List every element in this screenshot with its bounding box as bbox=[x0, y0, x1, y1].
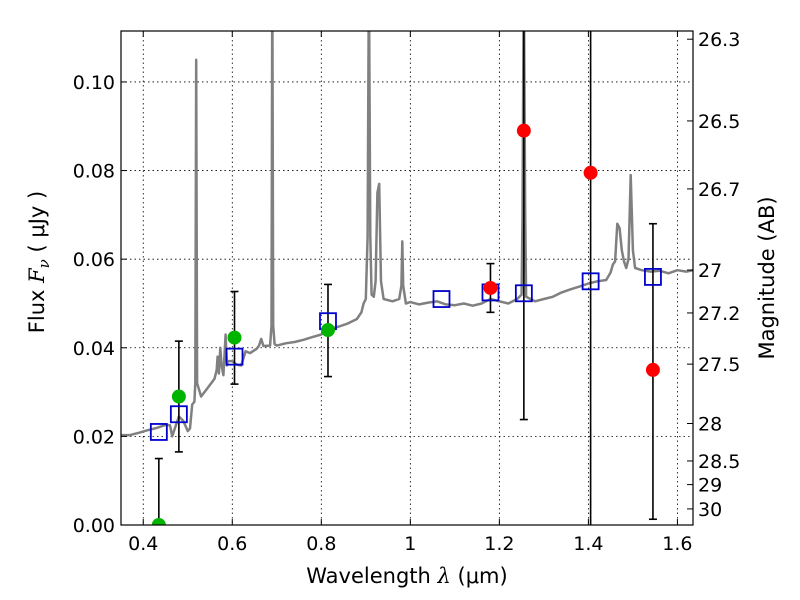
x-tick-label: 1 bbox=[404, 533, 416, 555]
x-axis-title: Wavelength λ (μm) bbox=[306, 564, 507, 588]
right-tick-label: 26.3 bbox=[698, 29, 740, 51]
right-tick-label: 26.7 bbox=[698, 179, 740, 201]
x-tick-label: 0.4 bbox=[128, 533, 158, 555]
y-axis-title-symbol: F bbox=[25, 267, 49, 284]
right-tick-label: 27.5 bbox=[698, 354, 740, 376]
x-axis-ticks: 0.4 0.6 0.8 1 1.2 1.4 1.6 bbox=[128, 31, 693, 555]
x-axis-title-prefix: Wavelength bbox=[306, 564, 437, 588]
right-tick-label: 26.5 bbox=[698, 111, 740, 133]
red-point bbox=[583, 165, 598, 180]
model-square bbox=[514, 284, 533, 303]
photometry-points bbox=[151, 123, 660, 525]
right-tick-label: 28 bbox=[698, 414, 722, 436]
model-square bbox=[581, 272, 600, 291]
y-axis-ticks: 0.00 0.02 0.04 0.06 0.08 0.10 bbox=[73, 72, 127, 537]
green-point bbox=[227, 330, 242, 345]
x-tick-label: 1.6 bbox=[662, 533, 692, 555]
y-axis-title: Flux Fν ( μJy ) bbox=[25, 191, 53, 333]
red-point bbox=[516, 123, 531, 138]
y-axis-title-subscript: ν bbox=[35, 259, 53, 268]
x-tick-label: 1.4 bbox=[573, 533, 603, 555]
right-tick-label: 27 bbox=[698, 260, 722, 282]
x-axis-title-unit: (μm) bbox=[451, 564, 508, 588]
right-tick-label: 29 bbox=[698, 475, 722, 497]
y-axis-title-unit: ( μJy ) bbox=[25, 191, 49, 259]
x-tick-label: 1.2 bbox=[484, 533, 514, 555]
model-square bbox=[644, 267, 662, 286]
model-square bbox=[149, 423, 168, 441]
model-square bbox=[169, 405, 188, 424]
y-tick-label: 0.06 bbox=[73, 249, 115, 271]
right-tick-label: 30 bbox=[698, 499, 722, 521]
x-axis-title-symbol: λ bbox=[437, 564, 451, 588]
right-axis-title: Magnitude (AB) bbox=[755, 196, 779, 359]
y-tick-label: 0.10 bbox=[73, 72, 115, 94]
green-point bbox=[151, 518, 166, 525]
y-axis-title-prefix: Flux bbox=[25, 283, 49, 333]
model-square bbox=[432, 290, 451, 308]
model-square bbox=[225, 347, 244, 366]
red-point bbox=[645, 362, 660, 377]
green-point bbox=[320, 323, 335, 338]
y-tick-label: 0.04 bbox=[73, 338, 115, 360]
green-point bbox=[171, 389, 186, 404]
x-tick-label: 0.8 bbox=[306, 533, 336, 555]
x-tick-label: 0.6 bbox=[217, 533, 247, 555]
y-tick-label: 0.02 bbox=[73, 426, 115, 448]
y-tick-label: 0.00 bbox=[73, 515, 115, 537]
red-point bbox=[483, 280, 498, 295]
plot-area bbox=[121, 31, 693, 525]
plot-frame bbox=[120, 30, 694, 526]
right-tick-label: 28.5 bbox=[698, 451, 740, 473]
right-tick-label: 27.2 bbox=[698, 303, 740, 325]
y-tick-label: 0.08 bbox=[73, 161, 115, 183]
